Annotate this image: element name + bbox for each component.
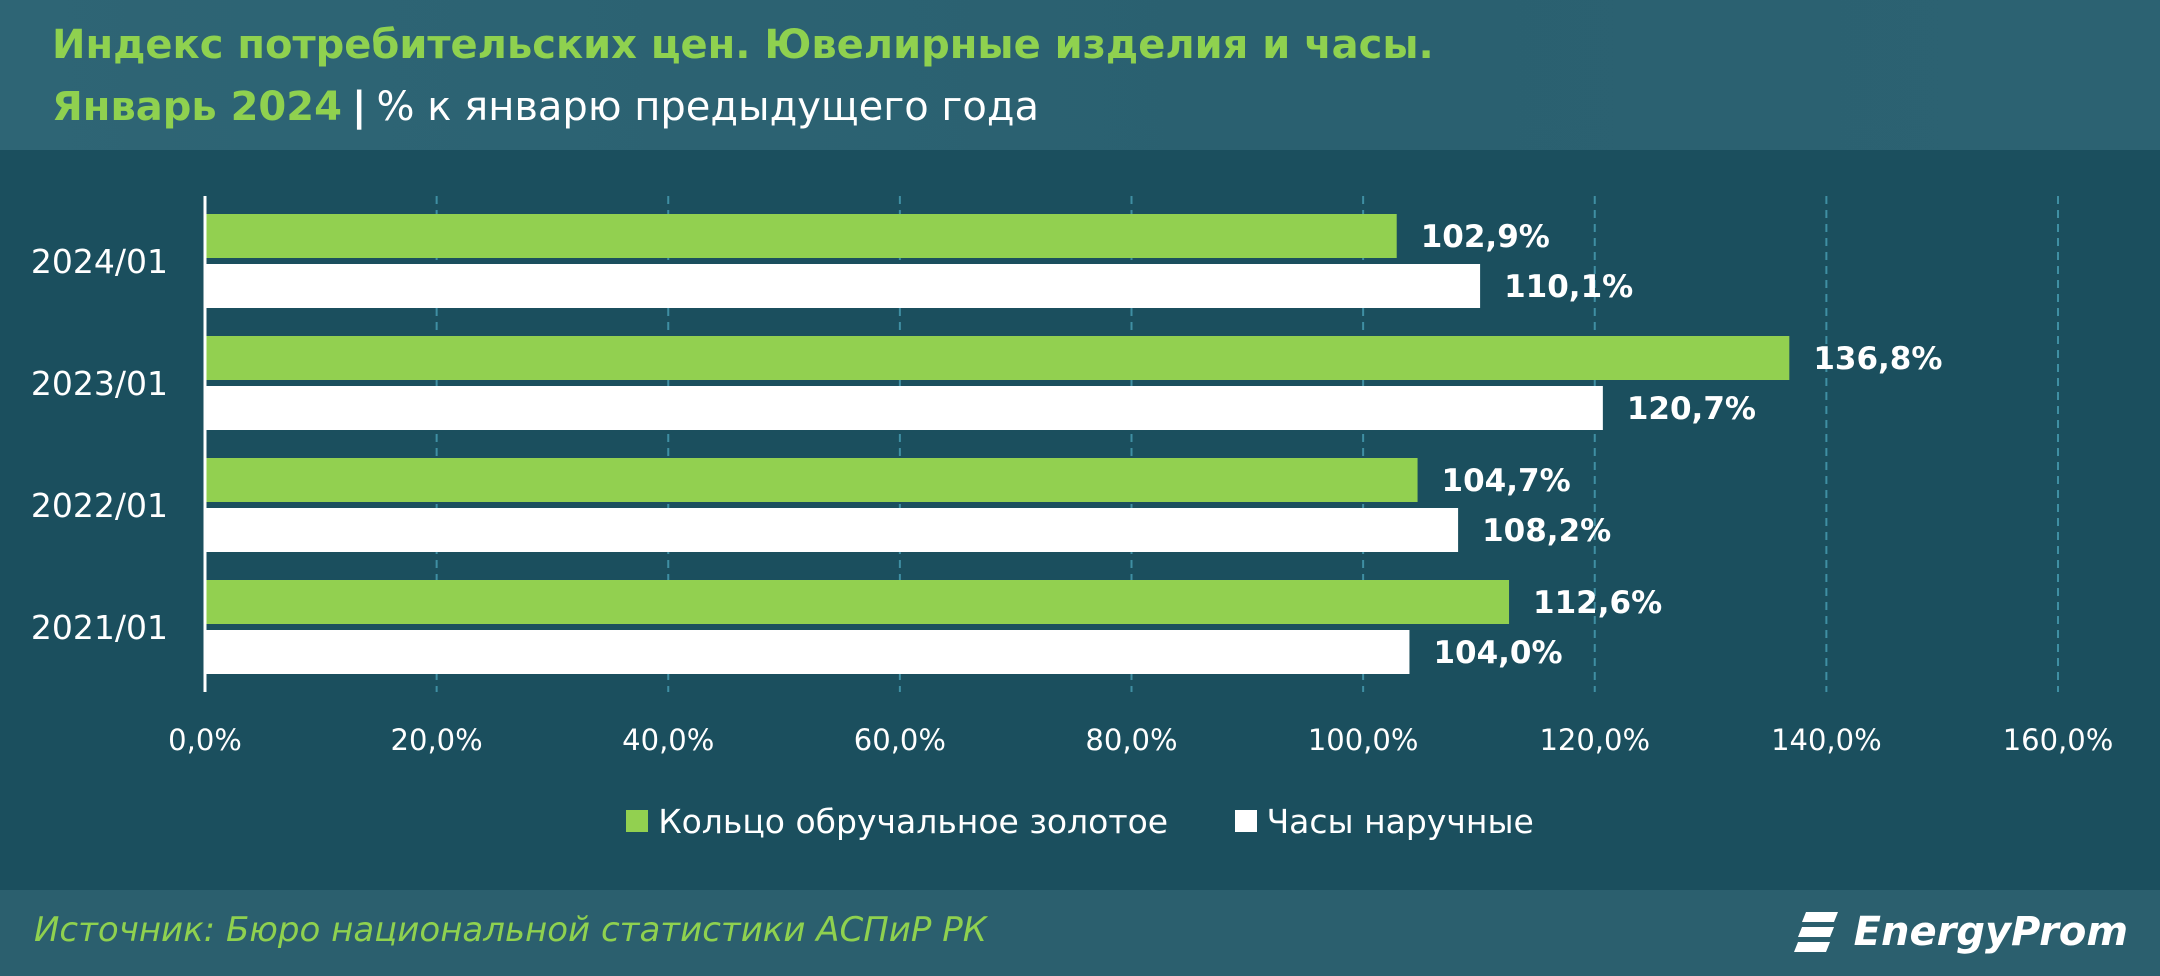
data-label: 136,8%	[1813, 341, 1942, 377]
chart-area: 2024/01 102,9% 110,1% 2023/01 136,8% 120,7% 20…	[0, 150, 2160, 890]
source-note: Источник: Бюро национальной статистики А…	[34, 910, 987, 950]
data-label: 112,6%	[1533, 585, 1662, 621]
subtitle-period: Январь 2024	[52, 84, 342, 130]
x-tick-label: 140,0%	[1771, 723, 1882, 757]
subtitle-separator: |	[351, 84, 367, 130]
bar	[205, 458, 1418, 502]
subtitle-unit: % к январю предыдущего года	[376, 84, 1040, 130]
footer: Источник: Бюро национальной статистики А…	[0, 890, 2160, 976]
bar	[205, 264, 1481, 308]
category-label: 2023/01	[31, 364, 168, 403]
legend-swatch-white	[1234, 809, 1257, 832]
bar	[205, 508, 1459, 552]
chart-legend: Кольцо обручальное золотое Часы наручные	[0, 800, 2160, 850]
legend-item-gold-ring: Кольцо обручальное золотое	[626, 802, 1168, 841]
legend-label-gold-ring: Кольцо обручальное золотое	[658, 802, 1169, 841]
bar	[205, 336, 1790, 380]
x-tick-label: 60,0%	[854, 723, 946, 757]
x-tick-label: 80,0%	[1085, 723, 1177, 757]
energyprom-logo-icon	[1793, 912, 1838, 952]
data-label: 104,7%	[1442, 463, 1571, 499]
data-label: 120,7%	[1627, 391, 1756, 427]
legend-item-watches: Часы наручные	[1234, 802, 1534, 841]
bar	[205, 630, 1410, 674]
data-label: 104,0%	[1433, 635, 1562, 671]
category-label: 2024/01	[31, 242, 168, 281]
bar	[205, 580, 1510, 624]
bar	[205, 386, 1603, 430]
chart-title: Индекс потребительских цен. Ювелирные из…	[52, 22, 1434, 68]
category-label: 2021/01	[31, 608, 168, 647]
chart-header: Индекс потребительских цен. Ювелирные из…	[0, 0, 2160, 150]
x-tick-label: 120,0%	[1539, 723, 1650, 757]
energyprom-logo: EnergyProm	[1793, 904, 2128, 960]
data-label: 102,9%	[1421, 219, 1550, 255]
chart-subtitle: Январь 2024 |% к январю предыдущего года	[52, 84, 1039, 130]
logo-text: EnergyProm	[1853, 909, 2128, 955]
x-tick-label: 40,0%	[622, 723, 714, 757]
bar-chart: 2024/01 102,9% 110,1% 2023/01 136,8% 120,7% 20…	[31, 196, 2114, 757]
legend-swatch-green	[626, 809, 649, 832]
x-tick-label: 20,0%	[391, 723, 483, 757]
x-tick-label: 160,0%	[2003, 723, 2114, 757]
category-label: 2022/01	[31, 486, 168, 525]
bar	[205, 214, 1397, 258]
data-label: 108,2%	[1482, 513, 1611, 549]
x-tick-label: 100,0%	[1308, 723, 1419, 757]
legend-label-watches: Часы наручные	[1266, 802, 1534, 841]
data-label: 110,1%	[1504, 269, 1633, 305]
x-tick-label: 0,0%	[168, 723, 242, 757]
